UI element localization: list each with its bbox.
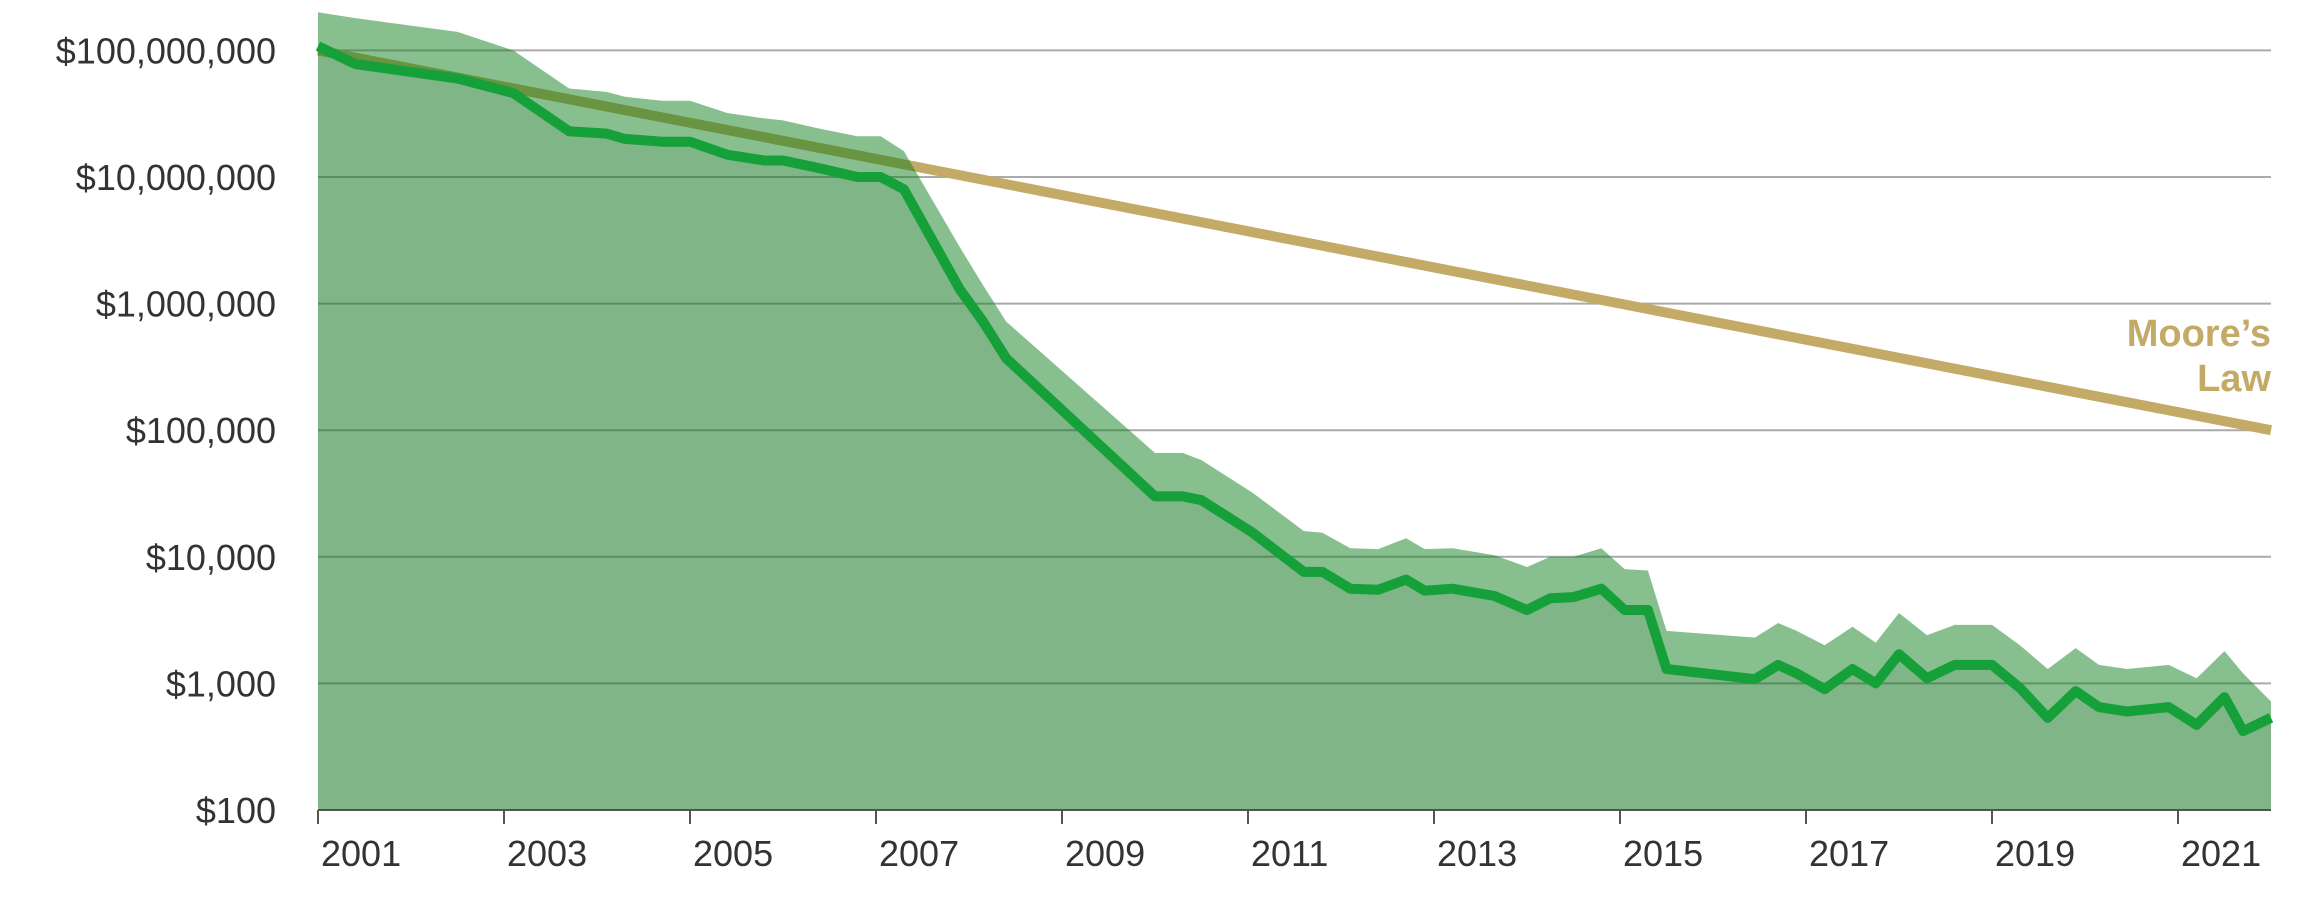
y-tick-label: $1,000,000 <box>96 284 276 325</box>
x-tick-label: 2017 <box>1809 833 1889 874</box>
y-tick-label: $1,000 <box>166 663 276 704</box>
x-tick-label: 2019 <box>1995 833 2075 874</box>
x-tick-label: 2005 <box>693 833 773 874</box>
x-tick-label: 2007 <box>879 833 959 874</box>
y-tick-label: $10,000 <box>146 537 276 578</box>
y-tick-label: $100,000,000 <box>56 30 276 71</box>
x-tick-label: 2001 <box>321 833 401 874</box>
moore-label: Moore’s Law <box>2126 313 2271 400</box>
x-tick-label: 2021 <box>2181 833 2261 874</box>
y-tick-label: $10,000,000 <box>76 157 276 198</box>
band <box>318 12 2271 811</box>
x-tick-label: 2011 <box>1251 833 1328 874</box>
x-tick-label: 2015 <box>1623 833 1703 874</box>
y-tick-label: $100 <box>196 790 276 831</box>
x-tick-label: 2009 <box>1065 833 1145 874</box>
x-tick-label: 2013 <box>1437 833 1517 874</box>
area <box>318 46 2271 811</box>
line <box>315 41 2274 737</box>
y-tick-label: $100,000 <box>126 410 276 451</box>
x-tick-label: 2003 <box>507 833 587 874</box>
